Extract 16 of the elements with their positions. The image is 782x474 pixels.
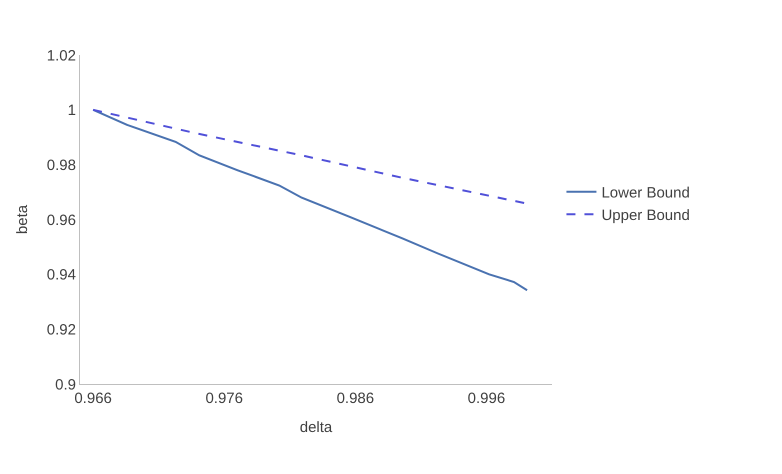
x-tick-label: 0.996	[468, 390, 506, 407]
x-axis-title: delta	[300, 419, 333, 436]
y-tick-label: 0.94	[46, 266, 76, 284]
y-tick-label: 1	[68, 102, 76, 120]
legend-label: Lower Bound	[601, 184, 690, 202]
y-tick-label: 1.02	[46, 47, 76, 64]
x-tick-label: 0.976	[205, 390, 243, 407]
y-axis-title: beta	[14, 204, 32, 234]
y-tick-label: 0.9	[55, 376, 76, 394]
x-tick-label: 0.966	[74, 390, 112, 407]
y-tick-label: 0.96	[46, 212, 76, 229]
x-tick-label: 0.986	[336, 390, 374, 407]
y-tick-label: 0.98	[46, 156, 76, 174]
line-series	[92, 108, 528, 292]
y-tick-label: 0.92	[46, 321, 76, 338]
legend-label: Upper Bound	[601, 207, 690, 224]
